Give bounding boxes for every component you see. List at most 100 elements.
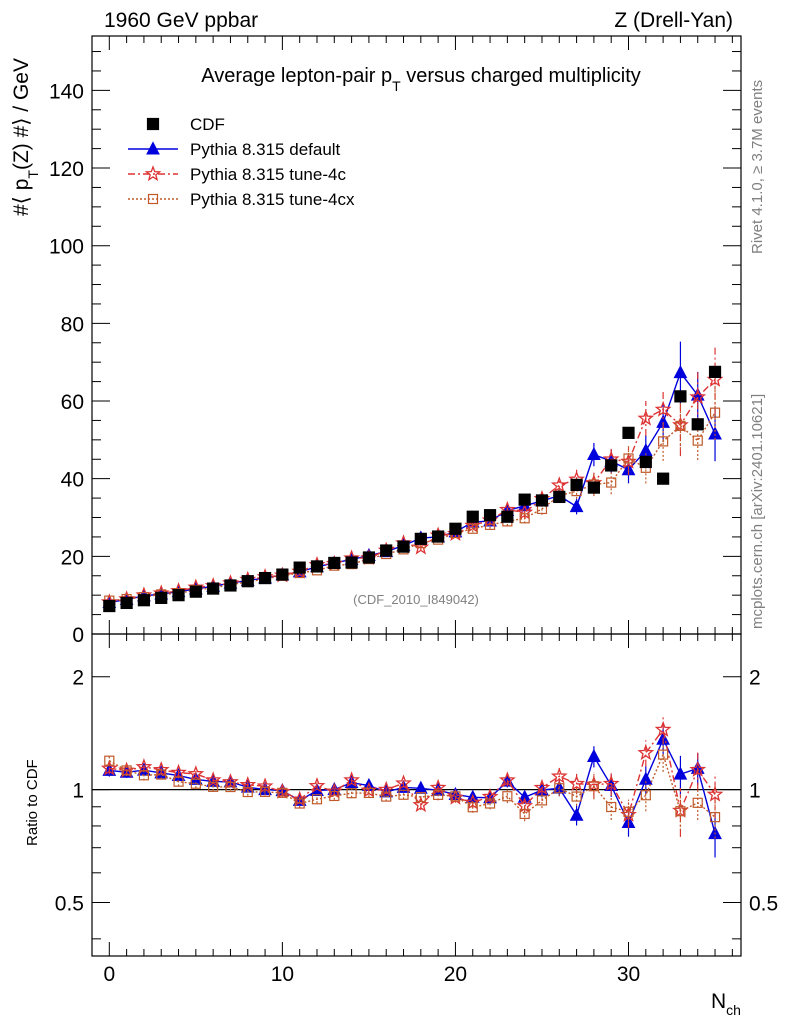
legend-item-tune4c: Pythia 8.315 tune-4c <box>128 165 346 184</box>
x-tick-label: 10 <box>271 963 294 986</box>
ratio-point-tune4cx <box>329 790 340 802</box>
ratio-point-tune4cx <box>346 788 357 799</box>
ratio-point-tune4c <box>654 720 672 737</box>
ratio-point-tune4cx <box>467 802 478 813</box>
point-cdf <box>708 365 722 378</box>
ratio-plot-frame <box>91 633 742 957</box>
ratio-point-default <box>673 766 688 780</box>
point-cdf <box>362 551 376 564</box>
legend: CDF Pythia 8.315 default Pythia 8.315 tune… <box>128 115 355 209</box>
ratio-point-tune4c <box>343 771 361 788</box>
ratio-point-tune4c <box>256 777 274 794</box>
ratio-point-tune4cx <box>588 781 599 792</box>
point-tune4c <box>654 400 672 417</box>
ratio-point-tune4cx <box>277 787 288 798</box>
point-cdf <box>432 530 445 543</box>
ratio-point-tune4cx <box>121 765 132 776</box>
ratio-point-tune4cx <box>554 783 565 794</box>
point-tune4cx <box>623 453 634 464</box>
series-line-default <box>109 371 716 604</box>
legend-marker-cdf <box>146 117 160 131</box>
ratio-data-layer <box>100 716 724 858</box>
ratio-point-default <box>569 807 584 821</box>
point-tune4cx <box>658 436 669 447</box>
ratio-point-tune4cx <box>173 776 184 787</box>
legend-marker-tune4c <box>144 165 162 182</box>
ratio-point-tune4c <box>689 760 707 777</box>
point-cdf <box>224 579 237 592</box>
ratio-y-tick-label-right: 1 <box>749 780 761 803</box>
point-tune4cx <box>519 513 530 524</box>
ratio-point-tune4cx <box>502 791 513 802</box>
ratio-point-tune4c <box>187 765 205 782</box>
ratio-point-tune4c <box>602 774 620 791</box>
legend-item-cdf: CDF <box>146 115 225 134</box>
point-cdf <box>328 556 341 570</box>
ratio-point-tune4c <box>498 771 516 788</box>
y-tick-label: 100 <box>49 236 84 259</box>
y-tick-label: 40 <box>61 469 84 492</box>
point-tune4cx <box>675 420 686 431</box>
point-cdf <box>639 455 652 469</box>
ratio-series-tune4cx <box>104 738 721 839</box>
ratio-point-tune4cx <box>606 801 617 813</box>
chart-title-rest: versus charged multiplicity <box>401 65 641 87</box>
ratio-point-tune4cx <box>675 806 686 817</box>
ratio-point-default <box>587 748 601 762</box>
x-axis-label-sub: ch <box>726 1002 741 1018</box>
point-cdf <box>258 571 272 585</box>
ratio-point-tune4c <box>152 760 170 778</box>
point-cdf <box>691 418 704 431</box>
point-cdf <box>518 493 531 506</box>
ratio-point-tune4cx <box>190 778 201 789</box>
ratio-point-tune4c <box>412 796 430 813</box>
ratio-point-tune4c <box>170 763 187 780</box>
point-cdf <box>345 556 358 569</box>
point-cdf <box>570 478 583 491</box>
point-cdf <box>207 582 220 595</box>
mcplots-credit-label: mcplots.cern.ch [arXiv:2401.10621] <box>749 394 766 629</box>
ratio-point-tune4cx <box>294 798 305 809</box>
point-tune4c <box>550 476 568 493</box>
chart-title-sub: T <box>392 78 401 94</box>
point-cdf <box>622 426 635 439</box>
point-default <box>673 364 688 379</box>
ratio-point-tune4cx <box>433 789 444 800</box>
y-tick-label: 20 <box>61 546 84 569</box>
point-cdf <box>587 481 600 494</box>
y-tick-label: 120 <box>49 158 84 181</box>
ratio-point-tune4cx <box>311 794 323 805</box>
ratio-point-tune4cx <box>381 791 392 802</box>
ratio-point-tune4c <box>100 759 118 776</box>
ratio-point-tune4c <box>464 793 482 810</box>
ratio-point-tune4cx <box>104 755 115 766</box>
ratio-point-tune4c <box>568 774 586 791</box>
legend-marker-default <box>146 141 160 155</box>
ratio-point-tune4cx <box>658 749 669 760</box>
legend-item-default: Pythia 8.315 default <box>128 140 341 159</box>
ratio-line-tune4cx <box>108 752 716 818</box>
point-cdf <box>137 594 151 607</box>
point-cdf <box>605 459 618 472</box>
ratio-point-tune4c <box>533 778 551 795</box>
main-data-layer <box>100 341 724 613</box>
ratio-y-tick-label-right: 2 <box>749 667 761 690</box>
point-cdf <box>483 509 497 522</box>
point-default <box>587 446 601 461</box>
ratio-point-tune4cx <box>259 786 271 797</box>
point-default <box>638 443 653 457</box>
point-tune4c <box>516 503 534 520</box>
ratio-point-tune4c <box>395 774 412 791</box>
point-cdf <box>276 568 289 581</box>
point-cdf <box>466 510 479 523</box>
ratio-point-tune4c <box>222 773 239 790</box>
x-tick-label: 0 <box>103 963 115 986</box>
ratio-point-tune4cx <box>450 791 461 802</box>
point-cdf <box>535 494 549 507</box>
ratio-point-tune4cx <box>536 795 548 806</box>
legend-label-tune4c: Pythia 8.315 tune-4c <box>190 165 346 184</box>
y-axis-label-sub: T <box>25 170 41 179</box>
series-line-tune4cx <box>109 412 716 602</box>
point-tune4c <box>464 516 482 533</box>
